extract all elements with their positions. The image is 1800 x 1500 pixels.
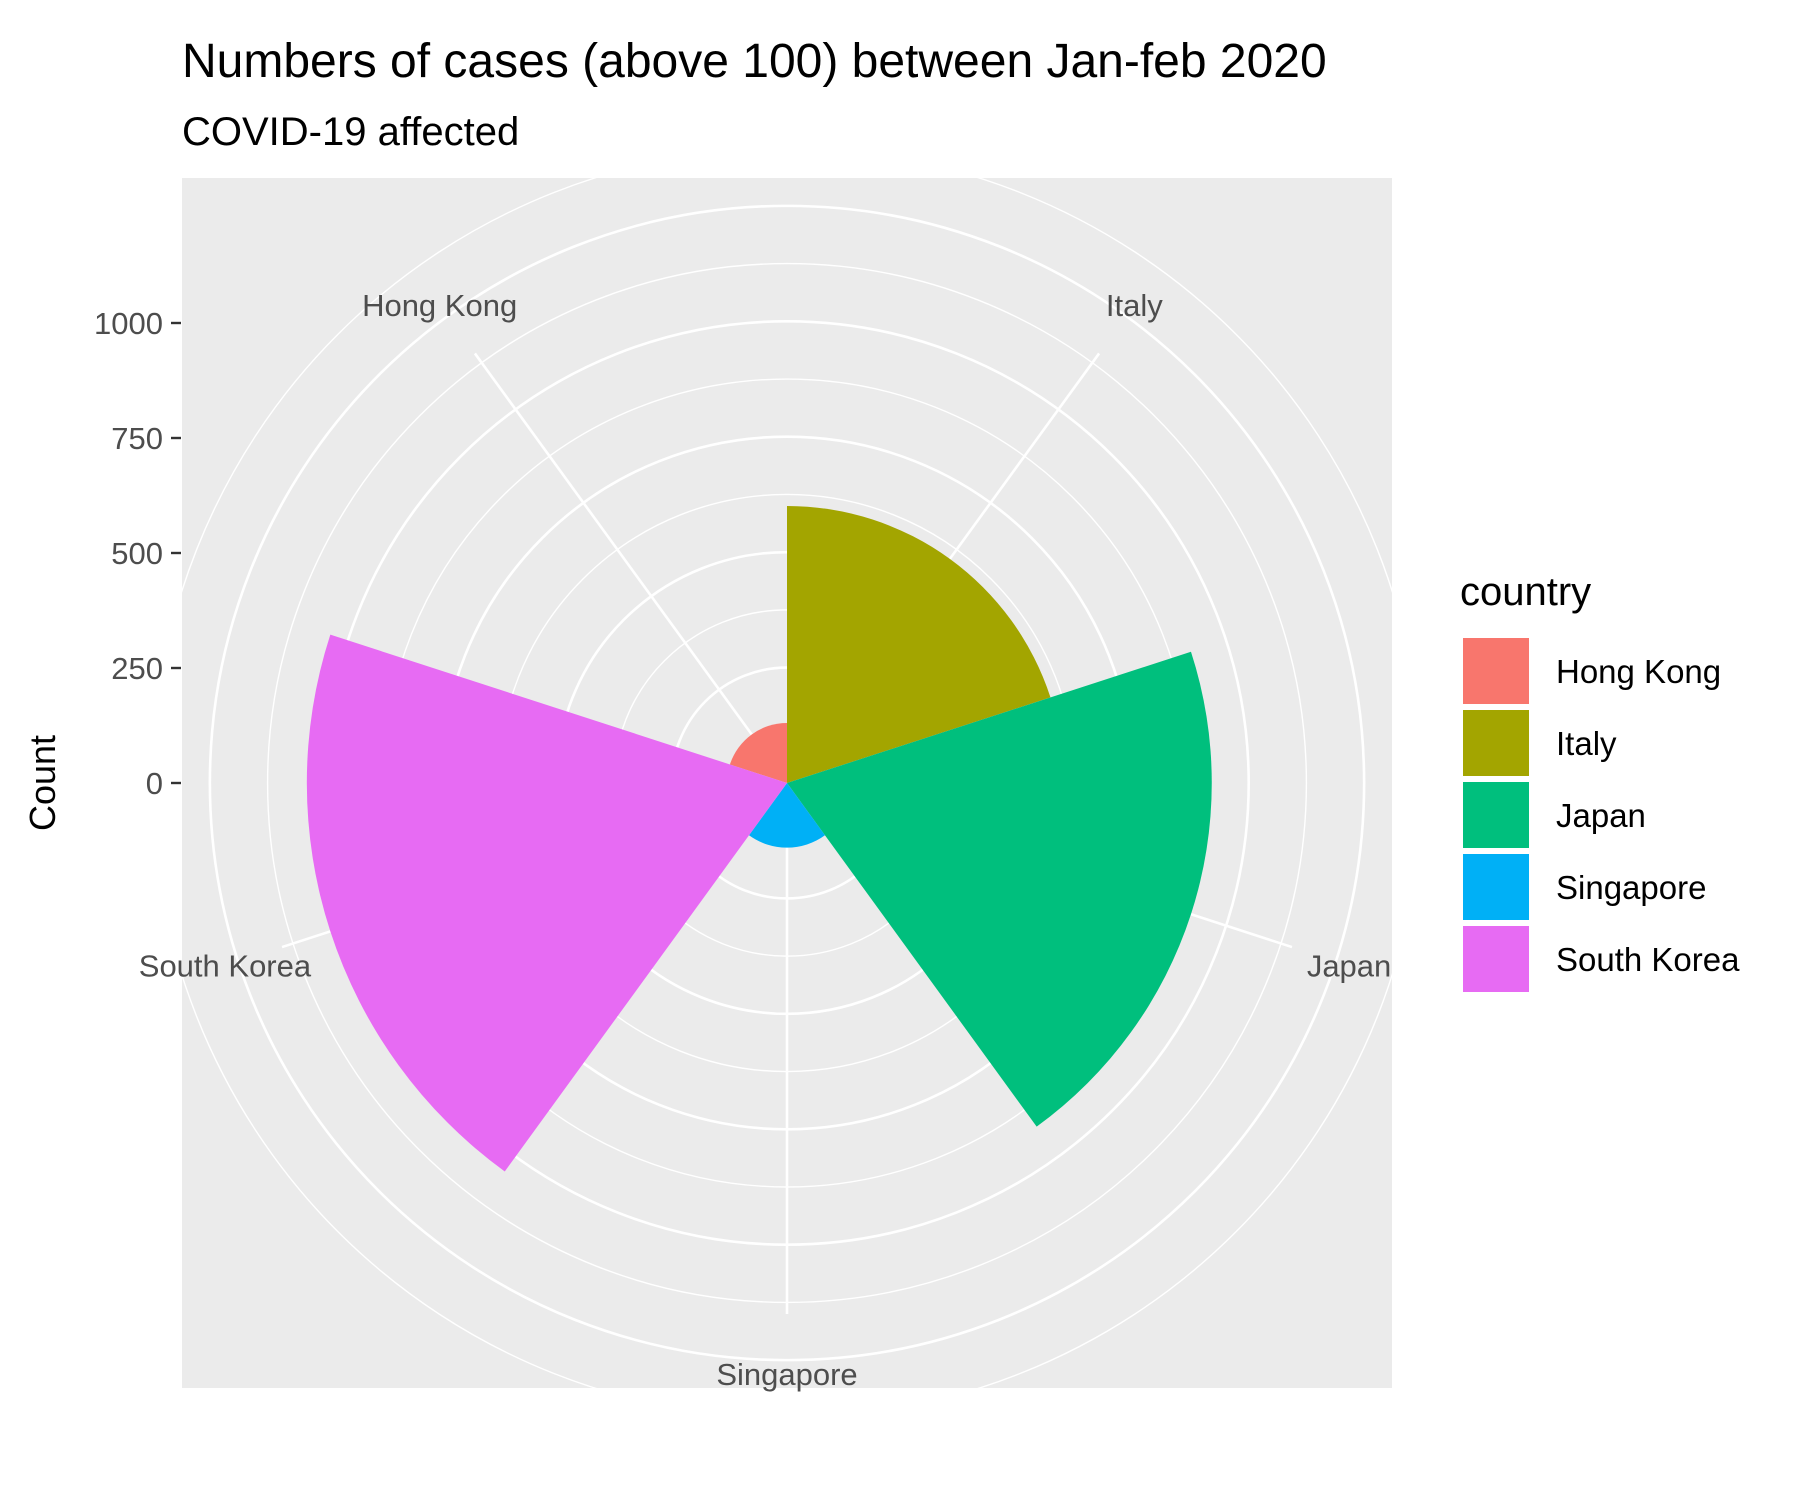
legend-label: South Korea: [1556, 941, 1740, 978]
legend-label: Japan: [1556, 797, 1646, 834]
category-label: Italy: [1106, 288, 1163, 323]
category-labels: Hong Kong Italy Japan Singapore South Korea: [139, 288, 1392, 1392]
category-label: South Korea: [139, 949, 312, 984]
legend-label: Italy: [1556, 725, 1617, 762]
y-axis-title: Count: [22, 735, 63, 831]
y-tick-label: 750: [111, 421, 163, 456]
chart-title: Numbers of cases (above 100) between Jan…: [182, 35, 1327, 88]
grid-circle: [208, 204, 1366, 1362]
legend-label: Singapore: [1556, 869, 1706, 906]
wedge-layer: [306, 505, 1212, 1172]
legend-swatch: [1461, 708, 1531, 778]
legend-items: Hong Kong Italy Japan Singapore South Korea: [1461, 636, 1740, 994]
legend: country Hong Kong Italy Japan Singapore Sout…: [1460, 570, 1740, 994]
grid-spoke: [473, 352, 789, 784]
wedge-hong-kong: [729, 722, 787, 783]
wedge-japan: [787, 651, 1212, 1127]
wedge-south-korea: [306, 634, 787, 1172]
wedge-singapore: [749, 783, 825, 848]
y-tick-label: 0: [146, 766, 163, 801]
grid-circle: [151, 147, 1423, 1419]
legend-title: country: [1460, 570, 1591, 614]
y-tick-label: 250: [111, 651, 163, 686]
y-tick-label: 1000: [94, 306, 163, 341]
legend-swatch: [1461, 780, 1531, 850]
legend-swatch: [1461, 924, 1531, 994]
legend-swatch: [1461, 636, 1531, 706]
legend-label: Hong Kong: [1556, 653, 1721, 690]
y-axis: 1000 750 500 250 0: [94, 306, 181, 801]
category-label: Singapore: [716, 1357, 857, 1392]
category-label: Hong Kong: [362, 288, 517, 323]
y-tick-label: 500: [111, 536, 163, 571]
category-label: Japan: [1307, 949, 1391, 984]
legend-swatch: [1461, 852, 1531, 922]
chart-subtitle: COVID-19 affected: [182, 110, 519, 154]
wedge-italy: [787, 505, 1051, 783]
